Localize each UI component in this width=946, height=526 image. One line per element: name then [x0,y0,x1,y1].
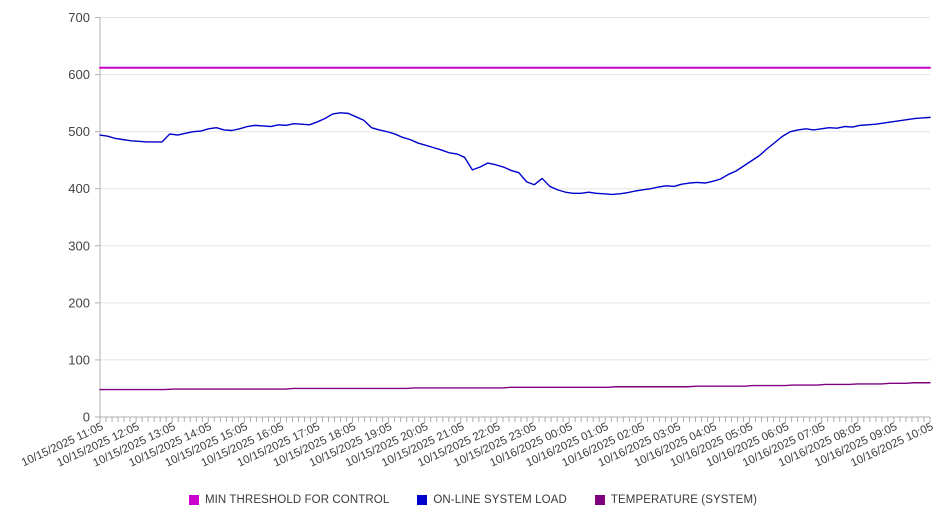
legend-item-label: TEMPERATURE (SYSTEM) [610,494,758,506]
y-axis-tick-label: 0 [83,410,90,425]
y-axis-tick-label: 100 [68,352,90,367]
legend-item[interactable]: ON-LINE SYSTEM LOAD [417,494,567,506]
legend-item[interactable]: TEMPERATURE (SYSTEM) [594,494,758,506]
y-axis-tick-label: 500 [68,124,90,139]
legend-item-label: MIN THRESHOLD FOR CONTROL [204,494,390,506]
legend-swatch-icon [417,495,428,505]
y-axis-tick-label: 700 [68,10,90,25]
y-axis-tick-label: 300 [68,238,90,253]
x-axis-minor-ticks [99,417,931,422]
axis-lines [95,17,930,418]
chart-legend: MIN THRESHOLD FOR CONTROL ON-LINE SYSTEM … [0,494,946,506]
y-axis-tick-labels: 0 100 200 300 400 500 600 700 [68,10,90,425]
data-series-group [99,66,931,391]
y-axis-tick-label: 600 [68,67,90,82]
series-line [99,382,931,391]
y-axis-tick-label: 200 [68,295,90,310]
y-axis-tick-label: 400 [68,181,90,196]
legend-swatch-icon [188,495,199,505]
series-line [99,112,931,196]
legend-item[interactable]: MIN THRESHOLD FOR CONTROL [188,494,390,506]
legend-swatch-icon [594,495,605,505]
gridlines [100,17,930,361]
legend-item-label: ON-LINE SYSTEM LOAD [433,494,567,506]
